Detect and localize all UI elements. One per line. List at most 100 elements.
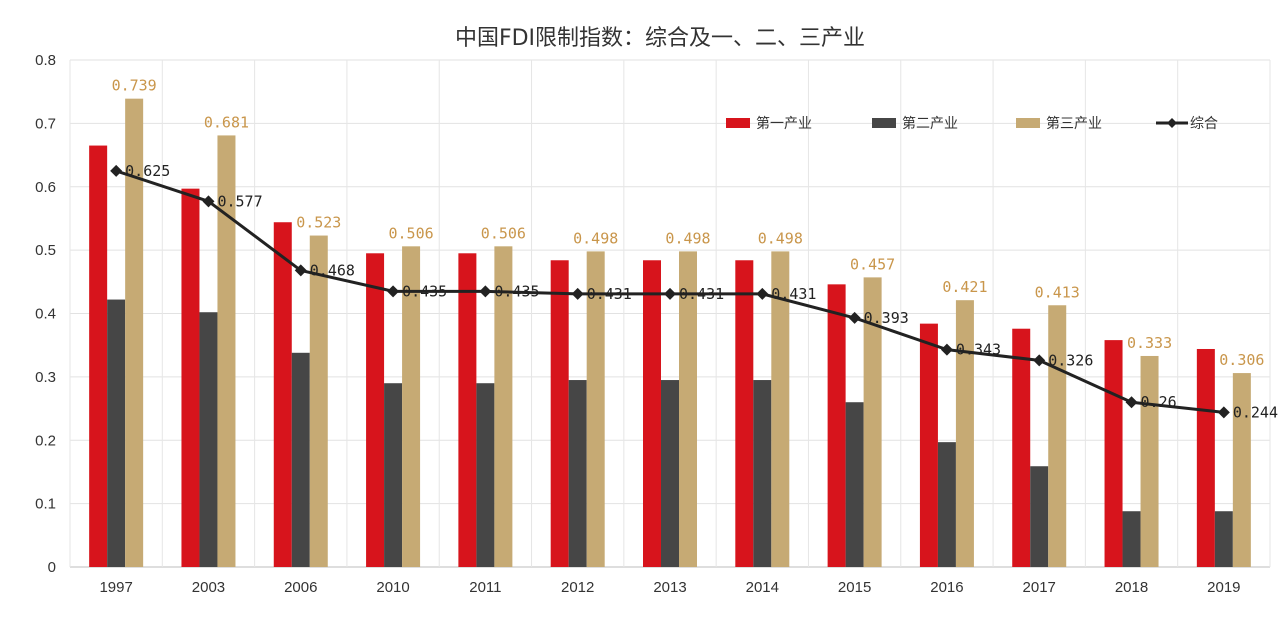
bar-series-1 [643,260,661,567]
x-tick-label: 2017 [1023,579,1056,596]
data-label-composite: 0.393 [864,309,909,327]
data-label-series-3: 0.498 [758,229,803,247]
bar-series-3 [771,251,790,567]
bar-series-2 [384,383,403,567]
chart-title: 中国FDI限制指数：综合及一、二、三产业 [455,26,865,51]
y-tick-label: 0.3 [35,369,56,386]
data-label-series-3: 0.333 [1127,334,1172,352]
composite-point [1125,396,1138,409]
data-label-composite: 0.435 [494,282,539,300]
bar-series-1 [1012,328,1031,567]
composite-point [940,343,953,356]
bar-series-3 [494,246,513,567]
bar-series-2 [107,299,126,567]
data-label-series-3: 0.506 [481,224,526,242]
data-label-composite: 0.26 [1141,393,1177,411]
data-label-series-3: 0.457 [850,255,895,273]
x-tick-label: 2016 [930,579,963,596]
x-tick-label: 2010 [376,579,409,596]
bar-series-3 [217,135,236,567]
bar-series-1 [181,188,200,567]
bar-series-1 [1196,348,1215,567]
composite-point [479,285,492,298]
bar-series-2 [845,402,864,567]
x-tick-label: 2014 [746,579,779,596]
y-tick-label: 0.8 [35,52,56,69]
bar-series-3 [125,98,144,567]
bar-series-1 [458,253,477,567]
y-tick-label: 0.5 [35,242,56,259]
bar-series-1 [89,145,108,567]
y-axis: 0 0.1 0.2 0.3 0.4 0.5 0.6 0.7 0.8 [35,52,56,576]
data-label-composite: 0.431 [587,285,632,303]
data-label-series-3: 0.523 [296,214,341,232]
legend: 第一产业 第二产业 第三产业 综合 [726,115,1218,132]
y-tick-label: 0.7 [35,115,56,132]
bar-series-2 [476,383,495,567]
data-label-composite: 0.244 [1233,403,1278,421]
composite-point [756,287,769,300]
x-tick-label: 2012 [561,579,594,596]
bar-series-2 [661,380,679,567]
bar-series-2 [753,380,772,567]
composite-point [387,285,400,298]
bar-series-1 [827,284,846,567]
bar-series-2 [568,380,587,567]
bar-series-2 [291,352,310,567]
data-label-composite: 0.468 [310,261,355,279]
x-tick-label: 2006 [284,579,317,596]
x-tick-label: 2015 [838,579,871,596]
data-label-series-3: 0.421 [942,278,987,296]
x-axis: 1997 2003 2006 2010 2011 2012 2013 2014 2015 2016… [99,579,1240,596]
x-tick-label: 2013 [653,579,686,596]
y-tick-label: 0 [48,559,56,576]
bar-series-1 [919,323,938,567]
bar-series-2 [1214,511,1233,567]
bar-series-2 [1122,511,1141,567]
bars [89,98,1251,568]
bar-series-3 [1048,305,1067,567]
bar-series-3 [402,246,421,567]
bar-series-3 [1140,355,1159,567]
data-label-composite: 0.343 [956,341,1001,359]
data-label-composite: 0.431 [771,285,816,303]
data-label-composite: 0.431 [679,285,724,303]
bar-series-3 [1232,373,1251,567]
legend-swatch [872,118,896,128]
data-label-series-3: 0.413 [1035,283,1080,301]
composite-point [571,287,584,300]
bar-series-1 [366,253,385,567]
data-label-composite: 0.435 [402,282,447,300]
legend-label: 第三产业 [1046,115,1102,132]
data-label-composite: 0.326 [1048,351,1093,369]
data-label-composite: 0.625 [125,162,170,180]
grid [69,59,1271,568]
x-tick-label: 2019 [1207,579,1240,596]
legend-label: 综合 [1190,116,1218,132]
composite-line [110,164,1230,419]
data-label-series-3: 0.506 [388,224,433,242]
y-tick-label: 0.4 [35,306,56,323]
bar-series-3 [679,251,697,567]
composite-point [1217,406,1230,419]
bar-series-1 [735,260,754,567]
data-label-series-3: 0.498 [573,229,618,247]
legend-swatch [726,118,750,128]
composite-point [1033,354,1046,367]
data-label-composite: 0.577 [217,192,262,210]
x-tick-label: 2003 [192,579,225,596]
composite-point [294,264,307,277]
composite-point [110,164,123,177]
composite-point [848,311,861,324]
bar-series-1 [1104,340,1123,567]
composite-point [664,287,676,300]
legend-label: 第二产业 [902,115,958,132]
data-label-series-3: 0.306 [1219,351,1264,369]
bar-series-3 [863,277,882,567]
bar-series-3 [309,235,328,567]
y-tick-label: 0.6 [35,179,56,196]
bar-series-1 [550,260,569,567]
bar-series-2 [199,312,218,567]
x-tick-label: 2018 [1115,579,1148,596]
